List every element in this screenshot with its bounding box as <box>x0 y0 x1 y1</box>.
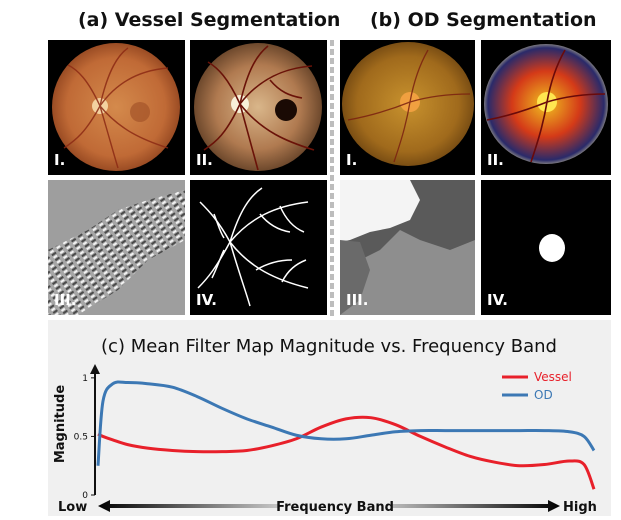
od-enhanced-image: II. <box>481 40 611 175</box>
vessel-panel-iv-label: IV. <box>196 291 217 309</box>
od-panel-iv-label: IV. <box>487 291 508 309</box>
x-axis-label-bg <box>278 496 392 514</box>
legend-label-od: OD <box>534 388 553 402</box>
vessel-panel-i-label: I. <box>54 151 66 169</box>
y-axis-label: Magnitude <box>53 385 68 464</box>
y-axis-arrowhead <box>90 364 100 374</box>
x-axis-high-label: High <box>563 500 597 515</box>
frequency-chart: (c) Mean Filter Map Magnitude vs. Freque… <box>48 320 611 516</box>
vessel-section-title: (a) Vessel Segmentation <box>78 9 341 31</box>
od-panel-i-label: I. <box>346 151 358 169</box>
x-axis-label: Frequency Band <box>276 500 394 515</box>
vessel-filter-map: III. <box>48 180 185 315</box>
od-mask: IV. <box>481 180 611 315</box>
x-axis-low-label: Low <box>58 500 87 515</box>
vessel-panel-iii-label: III. <box>54 291 77 309</box>
legend-label-vessel: Vessel <box>534 370 572 384</box>
y-tick-label: 0 <box>82 491 88 501</box>
od-filter-map: III. <box>340 180 475 315</box>
section-divider <box>330 40 334 316</box>
y-tick-label: 1 <box>82 374 88 384</box>
series-line-vessel <box>97 415 596 490</box>
od-panel-iii-label: III. <box>346 291 369 309</box>
od-section-title: (b) OD Segmentation <box>370 9 597 31</box>
legend: Vessel OD <box>502 370 572 402</box>
od-fundus-image: I. <box>340 40 475 175</box>
od-panel-ii-label: II. <box>487 151 504 169</box>
vessel-panel-ii-label: II. <box>196 151 213 169</box>
vessel-enhanced-image: II. <box>190 40 327 175</box>
y-tick-label: 0.5 <box>74 432 88 442</box>
vessel-mask: IV. <box>190 180 327 315</box>
chart-title: (c) Mean Filter Map Magnitude vs. Freque… <box>101 336 557 357</box>
series-line-od <box>96 380 596 466</box>
vessel-fundus-image: I. <box>48 40 185 175</box>
